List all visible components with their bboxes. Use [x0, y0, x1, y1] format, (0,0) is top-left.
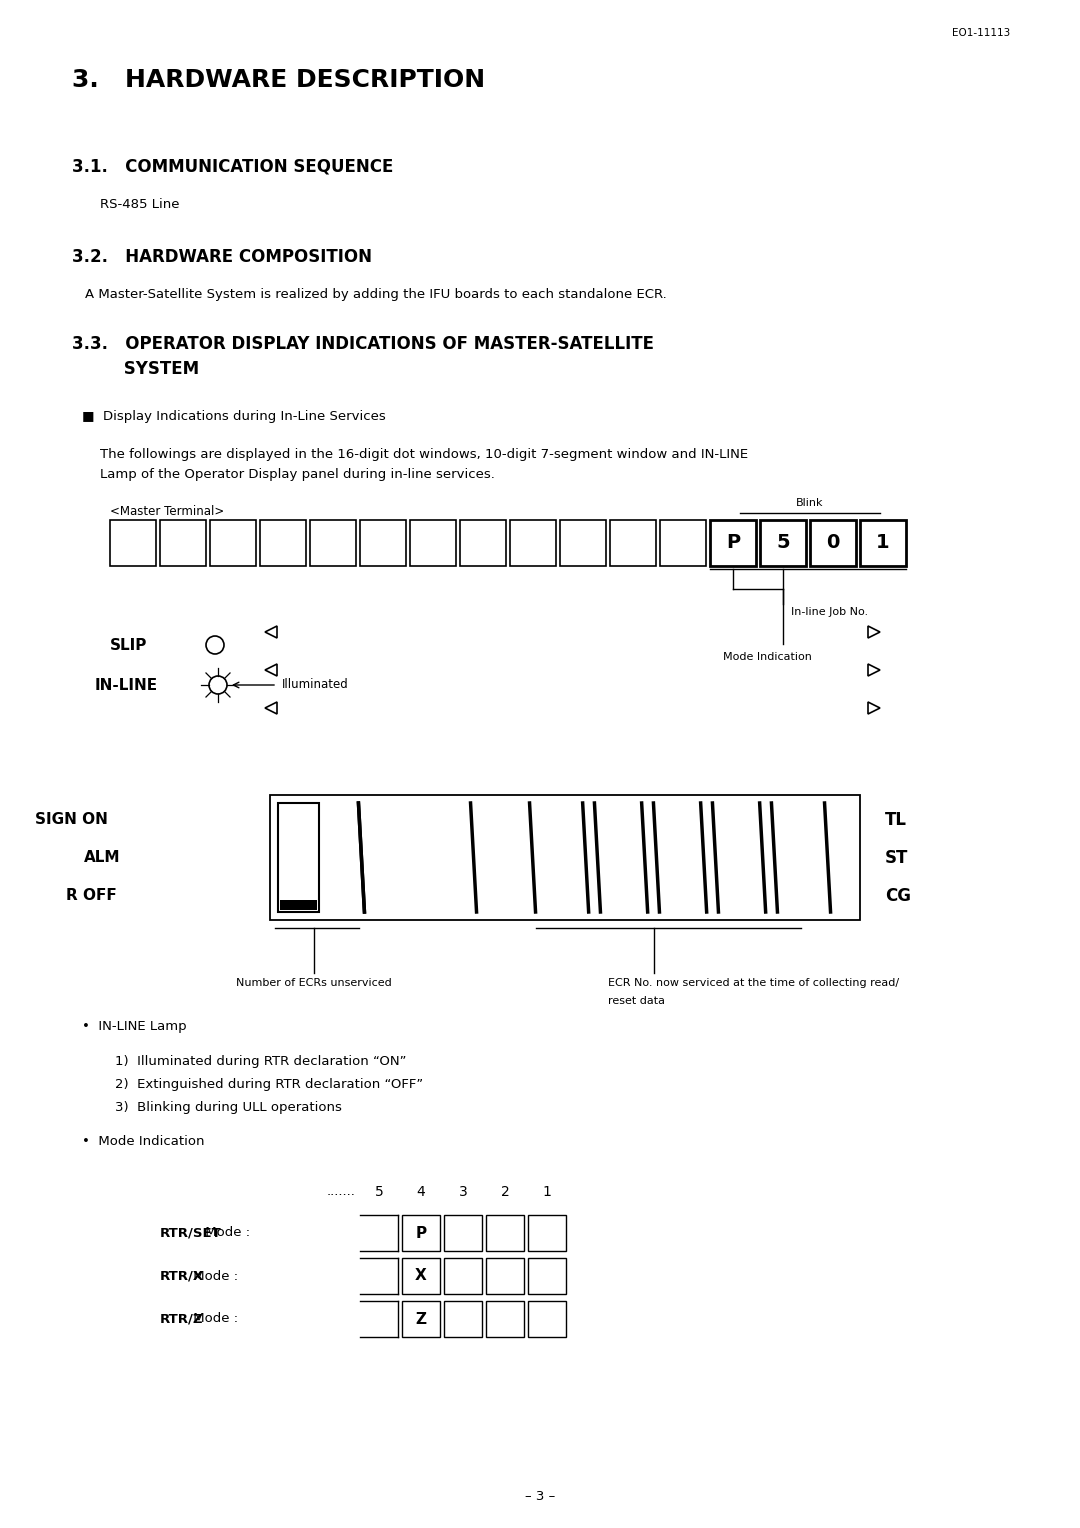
Bar	[610, 520, 656, 565]
Bar	[260, 520, 306, 565]
Text: ECR No. now serviced at the time of collecting read/: ECR No. now serviced at the time of coll…	[608, 978, 900, 989]
Text: <Master Terminal>: <Master Terminal>	[110, 504, 225, 518]
Text: 3.2.   HARDWARE COMPOSITION: 3.2. HARDWARE COMPOSITION	[72, 248, 372, 266]
Bar	[444, 1215, 482, 1251]
Bar	[486, 1300, 524, 1337]
Bar	[360, 520, 406, 565]
Bar	[278, 804, 320, 912]
Text: The followings are displayed in the 16-digit dot windows, 10-digit 7-segment win: The followings are displayed in the 16-d…	[100, 448, 748, 461]
Bar	[510, 520, 556, 565]
Text: 3.1.   COMMUNICATION SEQUENCE: 3.1. COMMUNICATION SEQUENCE	[72, 157, 393, 176]
Text: RTR/SET: RTR/SET	[160, 1227, 221, 1239]
Text: R OFF: R OFF	[66, 888, 117, 903]
Bar	[561, 520, 606, 565]
Text: 1: 1	[542, 1186, 552, 1199]
Text: X: X	[415, 1268, 427, 1284]
Text: 2)  Extinguished during RTR declaration “OFF”: 2) Extinguished during RTR declaration “…	[114, 1077, 423, 1091]
Text: CG: CG	[885, 886, 912, 905]
Bar	[860, 520, 906, 565]
Bar	[660, 520, 706, 565]
Text: TL: TL	[885, 811, 907, 830]
Text: 5: 5	[375, 1186, 383, 1199]
Text: 4: 4	[417, 1186, 426, 1199]
Text: – 3 –: – 3 –	[525, 1490, 555, 1504]
Text: 1: 1	[876, 533, 890, 553]
Bar	[486, 1215, 524, 1251]
Bar	[160, 520, 206, 565]
Text: •  IN-LINE Lamp: • IN-LINE Lamp	[82, 1021, 187, 1033]
Text: ALM: ALM	[83, 851, 120, 865]
Text: 5: 5	[777, 533, 789, 553]
Bar	[528, 1215, 566, 1251]
Bar	[280, 900, 318, 911]
Bar	[402, 1258, 440, 1294]
Bar	[528, 1258, 566, 1294]
Text: Blink: Blink	[796, 498, 824, 507]
Text: P: P	[416, 1225, 427, 1241]
Text: P: P	[726, 533, 740, 553]
Text: IN-LINE: IN-LINE	[95, 677, 158, 692]
Text: SYSTEM: SYSTEM	[72, 361, 199, 377]
Text: 3.3.   OPERATOR DISPLAY INDICATIONS OF MASTER-SATELLITE: 3.3. OPERATOR DISPLAY INDICATIONS OF MAS…	[72, 335, 654, 353]
Bar	[528, 1300, 566, 1337]
Bar	[402, 1300, 440, 1337]
Text: EO1-11113: EO1-11113	[951, 28, 1010, 38]
Text: RTR/X: RTR/X	[160, 1270, 204, 1282]
Text: 3: 3	[459, 1186, 468, 1199]
Text: •  Mode Indication: • Mode Indication	[82, 1135, 204, 1148]
Text: reset data: reset data	[608, 996, 665, 1005]
Text: 2: 2	[501, 1186, 510, 1199]
Bar	[270, 795, 860, 920]
Bar	[760, 520, 806, 565]
Text: Illuminated: Illuminated	[282, 678, 349, 692]
Text: 3)  Blinking during ULL operations: 3) Blinking during ULL operations	[114, 1102, 342, 1114]
Bar	[444, 1300, 482, 1337]
Text: Mode :: Mode :	[189, 1270, 238, 1282]
Text: RTR/Z: RTR/Z	[160, 1313, 203, 1325]
Text: Z: Z	[416, 1311, 427, 1326]
Text: Mode Indication: Mode Indication	[723, 652, 812, 662]
Text: ST: ST	[885, 850, 908, 866]
Bar	[460, 520, 507, 565]
Bar	[486, 1258, 524, 1294]
Bar	[444, 1258, 482, 1294]
Text: Lamp of the Operator Display panel during in-line services.: Lamp of the Operator Display panel durin…	[100, 468, 495, 481]
Text: Mode :: Mode :	[189, 1313, 238, 1325]
Bar	[310, 520, 356, 565]
Bar	[210, 520, 256, 565]
Text: ■  Display Indications during In-Line Services: ■ Display Indications during In-Line Ser…	[82, 410, 386, 423]
Text: SLIP: SLIP	[110, 637, 147, 652]
Bar	[810, 520, 856, 565]
Text: RS-485 Line: RS-485 Line	[100, 199, 179, 211]
Text: 1)  Illuminated during RTR declaration “ON”: 1) Illuminated during RTR declaration “O…	[114, 1054, 406, 1068]
Text: .......: .......	[326, 1186, 355, 1198]
Bar	[410, 520, 456, 565]
Bar	[110, 520, 156, 565]
Text: Mode :: Mode :	[201, 1227, 249, 1239]
Text: Number of ECRs unserviced: Number of ECRs unserviced	[237, 978, 392, 989]
Bar	[710, 520, 756, 565]
Text: 0: 0	[826, 533, 839, 553]
Bar	[402, 1215, 440, 1251]
Text: 3.   HARDWARE DESCRIPTION: 3. HARDWARE DESCRIPTION	[72, 69, 485, 92]
Text: SIGN ON: SIGN ON	[36, 813, 108, 828]
Text: A Master-Satellite System is realized by adding the IFU boards to each standalon: A Master-Satellite System is realized by…	[85, 287, 666, 301]
Text: In-line Job No.: In-line Job No.	[791, 607, 868, 617]
